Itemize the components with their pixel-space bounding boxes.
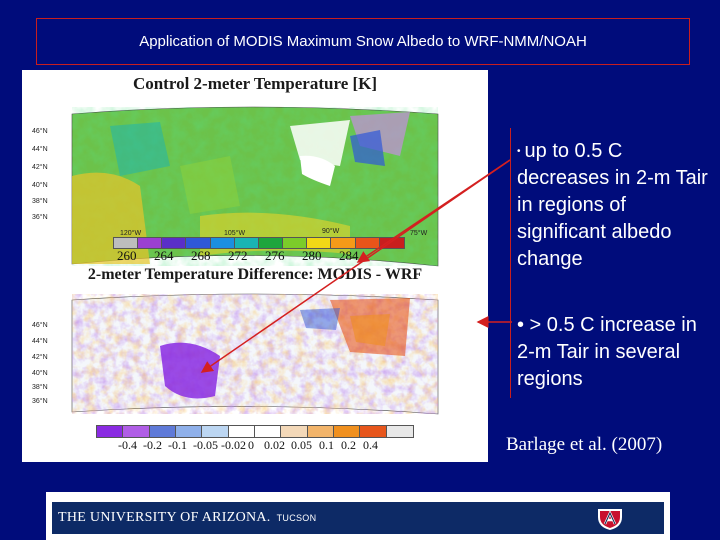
cbar-label: -0.02 — [221, 438, 246, 452]
colorbar-swatch — [233, 237, 260, 249]
colorbar-swatch — [137, 237, 164, 249]
university-logo-text: THE UNIVERSITY OF ARIZONA. TUCSON — [58, 510, 316, 526]
bottom-colorbar-labels: -0.4 -0.2 -0.1 -0.05 -0.02 0 0.02 0.05 0… — [118, 438, 385, 453]
lat-label: 36°N — [32, 214, 48, 221]
cbar-label: -0.2 — [143, 438, 162, 452]
colorbar-swatch — [122, 425, 151, 438]
arizona-a-logo-icon — [598, 509, 622, 530]
cbar-label: 276 — [265, 248, 285, 263]
cbar-label: 0 — [248, 438, 254, 452]
cbar-label: 0.1 — [319, 438, 334, 452]
colorbar-swatch — [359, 425, 388, 438]
slide-title: Application of MODIS Maximum Snow Albedo… — [36, 18, 690, 65]
university-name: THE UNIVERSITY OF ARIZONA. — [58, 510, 271, 525]
lon-label: 105°W — [224, 230, 246, 237]
cbar-label: -0.05 — [193, 438, 218, 452]
top-colorbar-labels: 260 264 268 272 276 280 284 — [117, 248, 376, 264]
cbar-label: 268 — [191, 248, 211, 263]
cbar-label: 284 — [339, 248, 359, 263]
colorbar-swatch — [112, 237, 140, 249]
bullet-marker: • — [517, 146, 521, 158]
cbar-label: 0.02 — [264, 438, 285, 452]
colorbar-swatch — [185, 237, 212, 249]
cbar-label: 280 — [302, 248, 322, 263]
colorbar-swatch — [306, 425, 335, 438]
slide-title-text: Application of MODIS Maximum Snow Albedo… — [139, 33, 587, 50]
bullet-2-text: • > 0.5 C increase in 2-m Tair in severa… — [517, 314, 697, 390]
cbar-label: -0.4 — [118, 438, 137, 452]
colorbar-swatch — [378, 237, 405, 249]
lat-label: 44°N — [32, 146, 48, 153]
lat-label: 44°N — [32, 338, 48, 345]
lat-label: 36°N — [32, 398, 48, 405]
lat-label: 42°N — [32, 354, 48, 361]
footer-bar: THE UNIVERSITY OF ARIZONA. TUCSON — [52, 502, 664, 534]
bottom-colorbar — [95, 425, 414, 438]
temperature-difference-map — [71, 293, 439, 415]
colorbar-swatch — [332, 425, 362, 438]
cbar-label: 0.2 — [341, 438, 356, 452]
bullet-point-1: • up to 0.5 C decreases in 2-m Tair in re… — [517, 138, 712, 273]
colorbar-swatch — [148, 425, 177, 438]
lat-label: 46°N — [32, 128, 48, 135]
colorbar-swatch — [201, 425, 230, 438]
bullet-1-text: up to 0.5 C decreases in 2-m Tair in reg… — [517, 140, 708, 271]
colorbar-swatch — [95, 425, 125, 438]
colorbar-swatch — [161, 237, 188, 249]
lat-label: 38°N — [32, 198, 48, 205]
colorbar-swatch — [282, 237, 309, 249]
figure-panel: Control 2-meter Temperature [K] 46°N 44°… — [22, 70, 488, 462]
colorbar-swatch — [257, 237, 285, 249]
cbar-label: 272 — [228, 248, 248, 263]
colorbar-swatch — [306, 237, 333, 249]
lat-label: 42°N — [32, 164, 48, 171]
bullet-point-2: • > 0.5 C increase in 2-m Tair in severa… — [517, 312, 712, 393]
lat-label: 46°N — [32, 322, 48, 329]
colorbar-swatch — [280, 425, 309, 438]
footer-banner: THE UNIVERSITY OF ARIZONA. TUCSON — [46, 492, 670, 540]
cbar-label: 0.05 — [291, 438, 312, 452]
lat-label: 40°N — [32, 370, 48, 377]
colorbar-swatch — [385, 425, 414, 438]
colorbar-swatch — [354, 237, 381, 249]
cbar-label: 260 — [117, 248, 137, 263]
lat-label: 38°N — [32, 384, 48, 391]
lat-label: 40°N — [32, 182, 48, 189]
campus-name: TUCSON — [276, 513, 317, 523]
top-map-title: Control 2-meter Temperature [K] — [132, 74, 378, 93]
bullet-divider — [510, 128, 710, 398]
cbar-label: -0.1 — [168, 438, 187, 452]
lon-label: 120°W — [120, 230, 142, 237]
cbar-label: 0.4 — [363, 438, 378, 452]
top-colorbar — [112, 237, 405, 249]
colorbar-swatch — [330, 237, 357, 249]
lon-label: 90°W — [322, 228, 340, 235]
cbar-label: 264 — [154, 248, 174, 263]
colorbar-swatch — [227, 425, 256, 438]
lon-label: 75°W — [410, 230, 428, 237]
colorbar-swatch — [209, 237, 236, 249]
colorbar-swatch — [174, 425, 204, 438]
colorbar-swatch — [253, 425, 283, 438]
citation: Barlage et al. (2007) — [506, 434, 663, 455]
